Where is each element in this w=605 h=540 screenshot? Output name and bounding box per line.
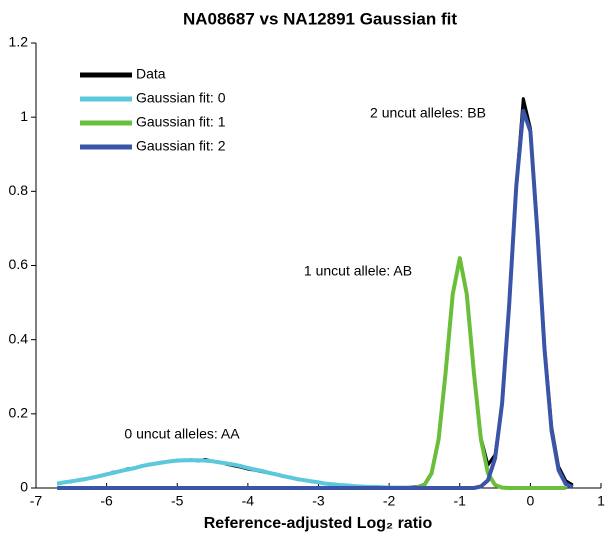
x-tick-label: 1 <box>597 493 605 509</box>
x-tick-label: -7 <box>30 493 43 509</box>
legend-label: Data <box>136 66 166 82</box>
annotation: 1 uncut allele: AB <box>304 263 412 279</box>
y-tick-label: 0 <box>20 479 28 495</box>
series-line <box>416 256 566 490</box>
y-tick-label: 0.2 <box>9 405 29 421</box>
x-tick-label: -1 <box>454 493 467 509</box>
legend-label: Gaussian fit: 1 <box>136 114 226 130</box>
legend-label: Gaussian fit: 0 <box>136 90 226 106</box>
y-tick-label: 1 <box>20 108 28 124</box>
y-tick-label: 0.6 <box>9 256 29 272</box>
x-tick-label: -3 <box>312 493 325 509</box>
x-tick-label: 0 <box>526 493 534 509</box>
annotation: 0 uncut alleles: AA <box>124 426 240 442</box>
x-tick-label: -5 <box>171 493 184 509</box>
y-tick-label: 0.8 <box>9 182 29 198</box>
chart-title: NA08687 vs NA12891 Gaussian fit <box>183 9 457 28</box>
x-axis-label: Reference-adjusted Log₂ ratio <box>204 515 433 532</box>
legend-label: Gaussian fit: 2 <box>136 138 226 154</box>
series-line <box>57 108 574 490</box>
x-tick-label: -2 <box>383 493 396 509</box>
y-tick-label: 0.4 <box>9 330 29 346</box>
y-tick-label: 1.2 <box>9 34 29 50</box>
annotation: 2 uncut alleles: BB <box>370 105 486 121</box>
series-line <box>56 458 411 490</box>
x-tick-label: -6 <box>100 493 113 509</box>
x-tick-label: -4 <box>242 493 255 509</box>
